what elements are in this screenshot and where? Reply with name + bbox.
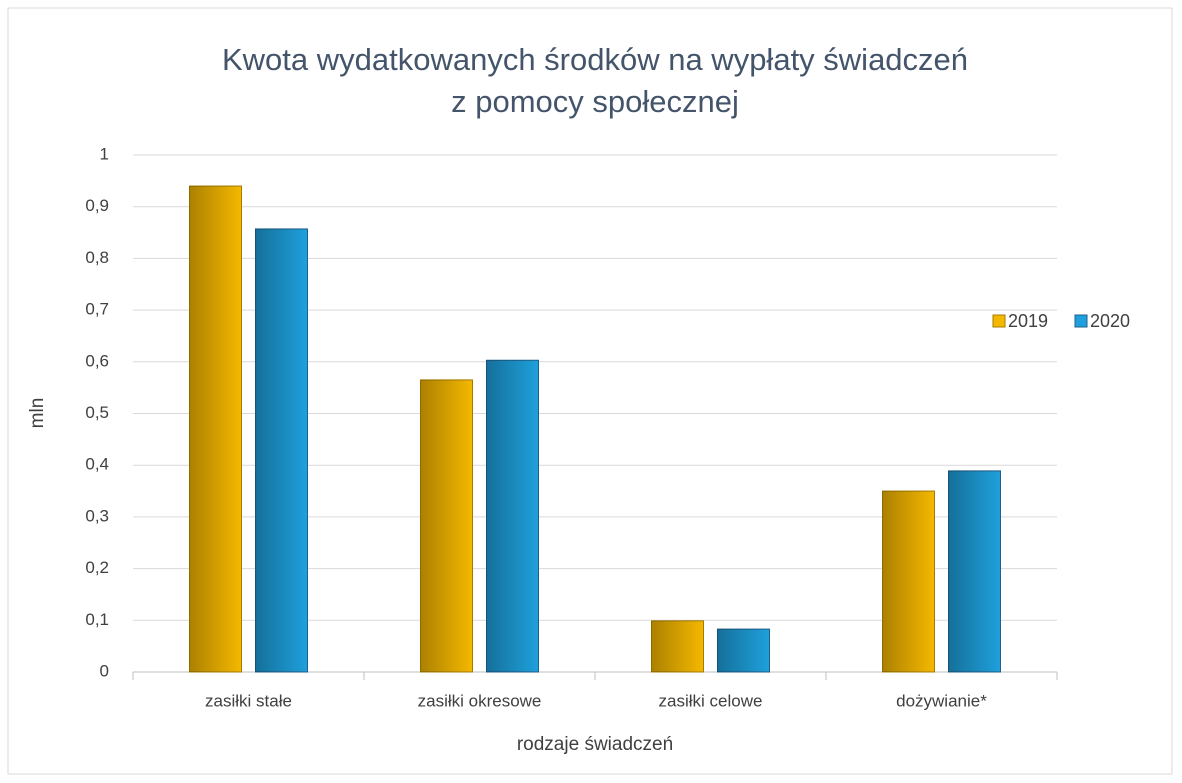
legend-label: 2020 <box>1090 311 1130 331</box>
y-tick-label: 0,4 <box>85 455 109 474</box>
x-axis-label: rodzaje świadczeń <box>517 734 673 755</box>
legend-swatch <box>1074 314 1088 328</box>
y-tick-label: 0,6 <box>85 351 109 370</box>
legend-swatch <box>992 314 1006 328</box>
x-tick-label: dożywianie* <box>896 691 987 710</box>
y-tick-label: 0,7 <box>85 300 109 319</box>
x-tick-label: zasiłki celowe <box>659 691 763 710</box>
y-tick-label: 0 <box>100 661 109 680</box>
y-tick-label: 0,1 <box>85 610 109 629</box>
x-tick-label: zasiłki stałe <box>205 691 292 710</box>
x-tick-label: zasiłki okresowe <box>418 691 542 710</box>
legend-label: 2019 <box>1008 311 1048 331</box>
bar <box>486 359 539 673</box>
chart-title: z pomocy społecznej <box>451 84 739 119</box>
bar <box>420 379 473 673</box>
bar <box>717 628 770 673</box>
y-tick-label: 0,2 <box>85 558 109 577</box>
bar <box>255 228 308 673</box>
y-axis-label: mln <box>27 398 48 429</box>
y-tick-label: 0,5 <box>85 403 109 422</box>
y-tick-label: 0,9 <box>85 196 109 215</box>
chart-title: Kwota wydatkowanych środków na wypłaty ś… <box>222 42 968 77</box>
bar <box>651 620 704 673</box>
bar <box>948 470 1001 673</box>
y-tick-label: 0,8 <box>85 248 109 267</box>
y-tick-label: 1 <box>100 144 109 163</box>
bar <box>882 490 935 673</box>
bar <box>189 185 242 673</box>
y-tick-label: 0,3 <box>85 506 109 525</box>
